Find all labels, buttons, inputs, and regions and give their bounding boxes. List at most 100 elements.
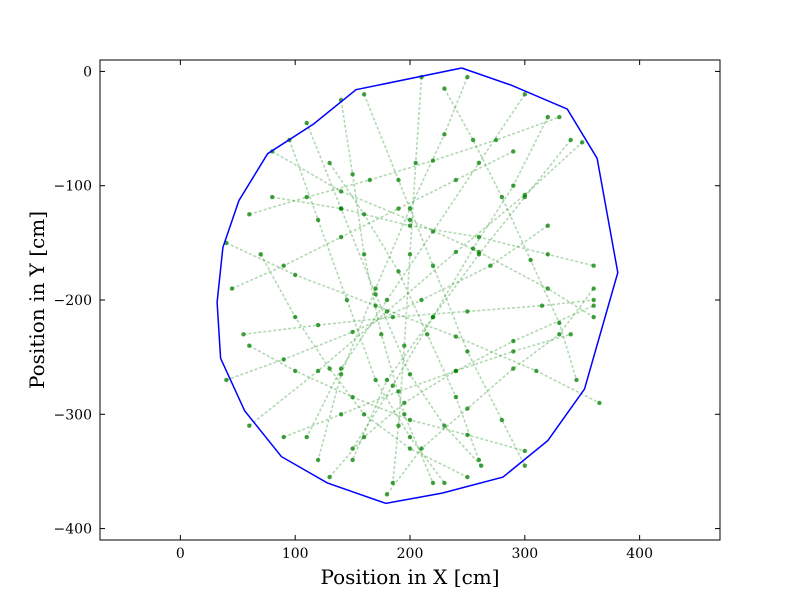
trajectory-point <box>407 217 413 223</box>
trajectory-path <box>305 93 526 438</box>
trajectory-path <box>443 88 578 381</box>
trajectory-point <box>430 314 436 320</box>
trajectory-path <box>248 141 583 427</box>
trajectory-point <box>413 160 418 166</box>
trajectory-point <box>344 297 350 303</box>
trajectory-point <box>568 137 573 143</box>
x-tick-label: 200 <box>397 546 424 562</box>
trajectory-point <box>373 292 378 297</box>
trajectory-point <box>350 457 355 463</box>
trajectory-point <box>476 234 482 240</box>
trajectory-point <box>396 177 401 183</box>
trajectory-point <box>384 377 390 383</box>
trajectory-point <box>338 412 344 417</box>
trajectory-point <box>591 263 596 268</box>
trajectory-point <box>528 257 533 263</box>
x-tick-label: 300 <box>511 546 538 562</box>
trajectory-point <box>591 297 596 303</box>
trajectory-point <box>476 457 482 463</box>
trajectory-point <box>402 412 407 417</box>
trajectory-point <box>430 480 436 486</box>
trajectory-path <box>272 196 594 267</box>
trajectory-point <box>545 286 550 291</box>
axis-ticks: 0 100 200 300 400 0 −100 −200 −300 −400 <box>54 60 720 562</box>
trajectory-point <box>361 434 367 440</box>
trajectory-path <box>351 116 549 450</box>
trajectory-path <box>283 333 571 438</box>
trajectory-point <box>247 423 252 428</box>
trajectory-point <box>465 309 470 314</box>
trajectory-point <box>304 434 309 440</box>
trajectory-point <box>430 229 436 234</box>
trajectory-point <box>488 263 493 268</box>
trajectory-point <box>407 417 413 423</box>
trajectory-point <box>396 206 401 211</box>
trajectory-point <box>293 368 298 374</box>
trajectory-point <box>407 372 413 377</box>
trajectory-point <box>522 448 527 454</box>
trajectory-point <box>293 314 298 320</box>
trajectory-point <box>390 383 395 388</box>
trajectory-point <box>350 329 355 335</box>
trajectory-point <box>241 332 246 337</box>
trajectory-point <box>361 252 367 257</box>
trajectory-point <box>476 160 482 166</box>
trajectory-point <box>453 249 459 255</box>
trajectory-point <box>465 406 470 411</box>
trajectory-point <box>402 400 407 406</box>
trajectory-point <box>361 412 367 417</box>
trajectory-point <box>442 132 447 137</box>
trajectory-point <box>402 343 407 348</box>
trajectory-point <box>453 334 459 339</box>
trajectory-point <box>465 349 470 354</box>
trajectory-point <box>493 137 499 143</box>
trajectory-path <box>351 139 572 461</box>
trajectory-point <box>442 480 447 486</box>
trajectory-path <box>386 288 595 495</box>
trajectory-point <box>511 149 516 154</box>
trajectory-point <box>407 434 413 440</box>
trajectory-point <box>338 206 344 211</box>
trajectory-point <box>224 377 229 383</box>
trajectory-point <box>465 74 470 80</box>
y-tick-label: −300 <box>54 407 92 423</box>
trajectory-path <box>340 99 434 484</box>
trajectory-point <box>338 366 344 371</box>
trajectory-point <box>367 177 372 183</box>
trajectory-point <box>597 400 602 406</box>
trajectory-path <box>259 253 468 478</box>
trajectory-point <box>361 212 367 217</box>
trajectory-point <box>591 314 596 320</box>
trajectory-point <box>373 303 378 308</box>
trajectory-path <box>226 225 549 381</box>
trajectory-point <box>247 343 252 348</box>
trajectory-point <box>373 377 378 383</box>
trajectory-path <box>231 150 514 290</box>
trajectory-point <box>304 194 309 200</box>
trajectory-point <box>396 269 401 274</box>
x-tick-label: 100 <box>282 546 309 562</box>
trajectory-point <box>419 297 424 303</box>
plot-frame <box>99 59 721 541</box>
trajectory-point <box>453 177 459 183</box>
trajectory-point <box>407 446 413 451</box>
trajectory-point <box>511 338 516 344</box>
trajectory-path <box>225 242 600 404</box>
trajectory-point <box>430 158 436 163</box>
trajectory-point <box>327 474 332 480</box>
trajectory-point <box>338 189 344 194</box>
trajectory-point <box>557 320 562 326</box>
x-tick-label: 0 <box>176 546 185 562</box>
trajectory-point <box>396 389 401 394</box>
trajectory-point <box>304 120 309 126</box>
trajectory-point <box>419 446 424 451</box>
trajectory-point <box>407 223 413 228</box>
trajectory-point <box>350 394 355 400</box>
trajectory-point <box>390 314 395 320</box>
trajectory-point <box>511 349 516 354</box>
trajectory-point <box>499 417 505 423</box>
trajectory-point <box>425 332 430 337</box>
x-tick-label: 400 <box>626 546 653 562</box>
trajectory-point <box>511 366 516 371</box>
